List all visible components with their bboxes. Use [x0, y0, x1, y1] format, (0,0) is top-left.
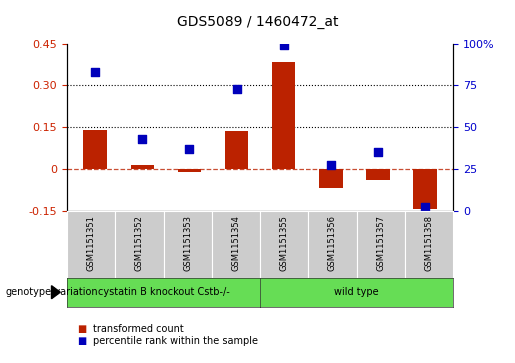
Text: GSM1151357: GSM1151357: [376, 215, 385, 271]
Point: [91, 69, 99, 75]
Point: [232, 86, 241, 91]
Text: GSM1151351: GSM1151351: [87, 215, 96, 271]
Point: [327, 163, 335, 168]
Text: GSM1151356: GSM1151356: [328, 215, 337, 271]
Point: [280, 42, 288, 48]
Bar: [413, 169, 437, 209]
Bar: [83, 130, 107, 169]
Bar: [319, 169, 342, 188]
Text: GSM1151355: GSM1151355: [280, 215, 289, 271]
Text: ■: ■: [77, 336, 87, 346]
Bar: [225, 131, 248, 169]
Point: [185, 146, 194, 152]
Text: cystatin B knockout Cstb-/-: cystatin B knockout Cstb-/-: [98, 287, 229, 297]
Text: GDS5089 / 1460472_at: GDS5089 / 1460472_at: [177, 15, 338, 29]
Point: [374, 149, 382, 155]
Bar: [272, 62, 296, 169]
Bar: [130, 165, 154, 169]
Text: GSM1151354: GSM1151354: [231, 215, 241, 271]
Point: [421, 204, 429, 210]
Text: ■: ■: [77, 323, 87, 334]
Text: percentile rank within the sample: percentile rank within the sample: [93, 336, 258, 346]
Bar: [366, 169, 390, 180]
Text: genotype/variation: genotype/variation: [5, 287, 98, 297]
Text: transformed count: transformed count: [93, 323, 183, 334]
Text: wild type: wild type: [334, 287, 379, 297]
Point: [138, 136, 146, 142]
Text: GSM1151358: GSM1151358: [424, 215, 434, 271]
Text: GSM1151353: GSM1151353: [183, 215, 192, 271]
Bar: [178, 169, 201, 172]
Text: GSM1151352: GSM1151352: [135, 215, 144, 271]
